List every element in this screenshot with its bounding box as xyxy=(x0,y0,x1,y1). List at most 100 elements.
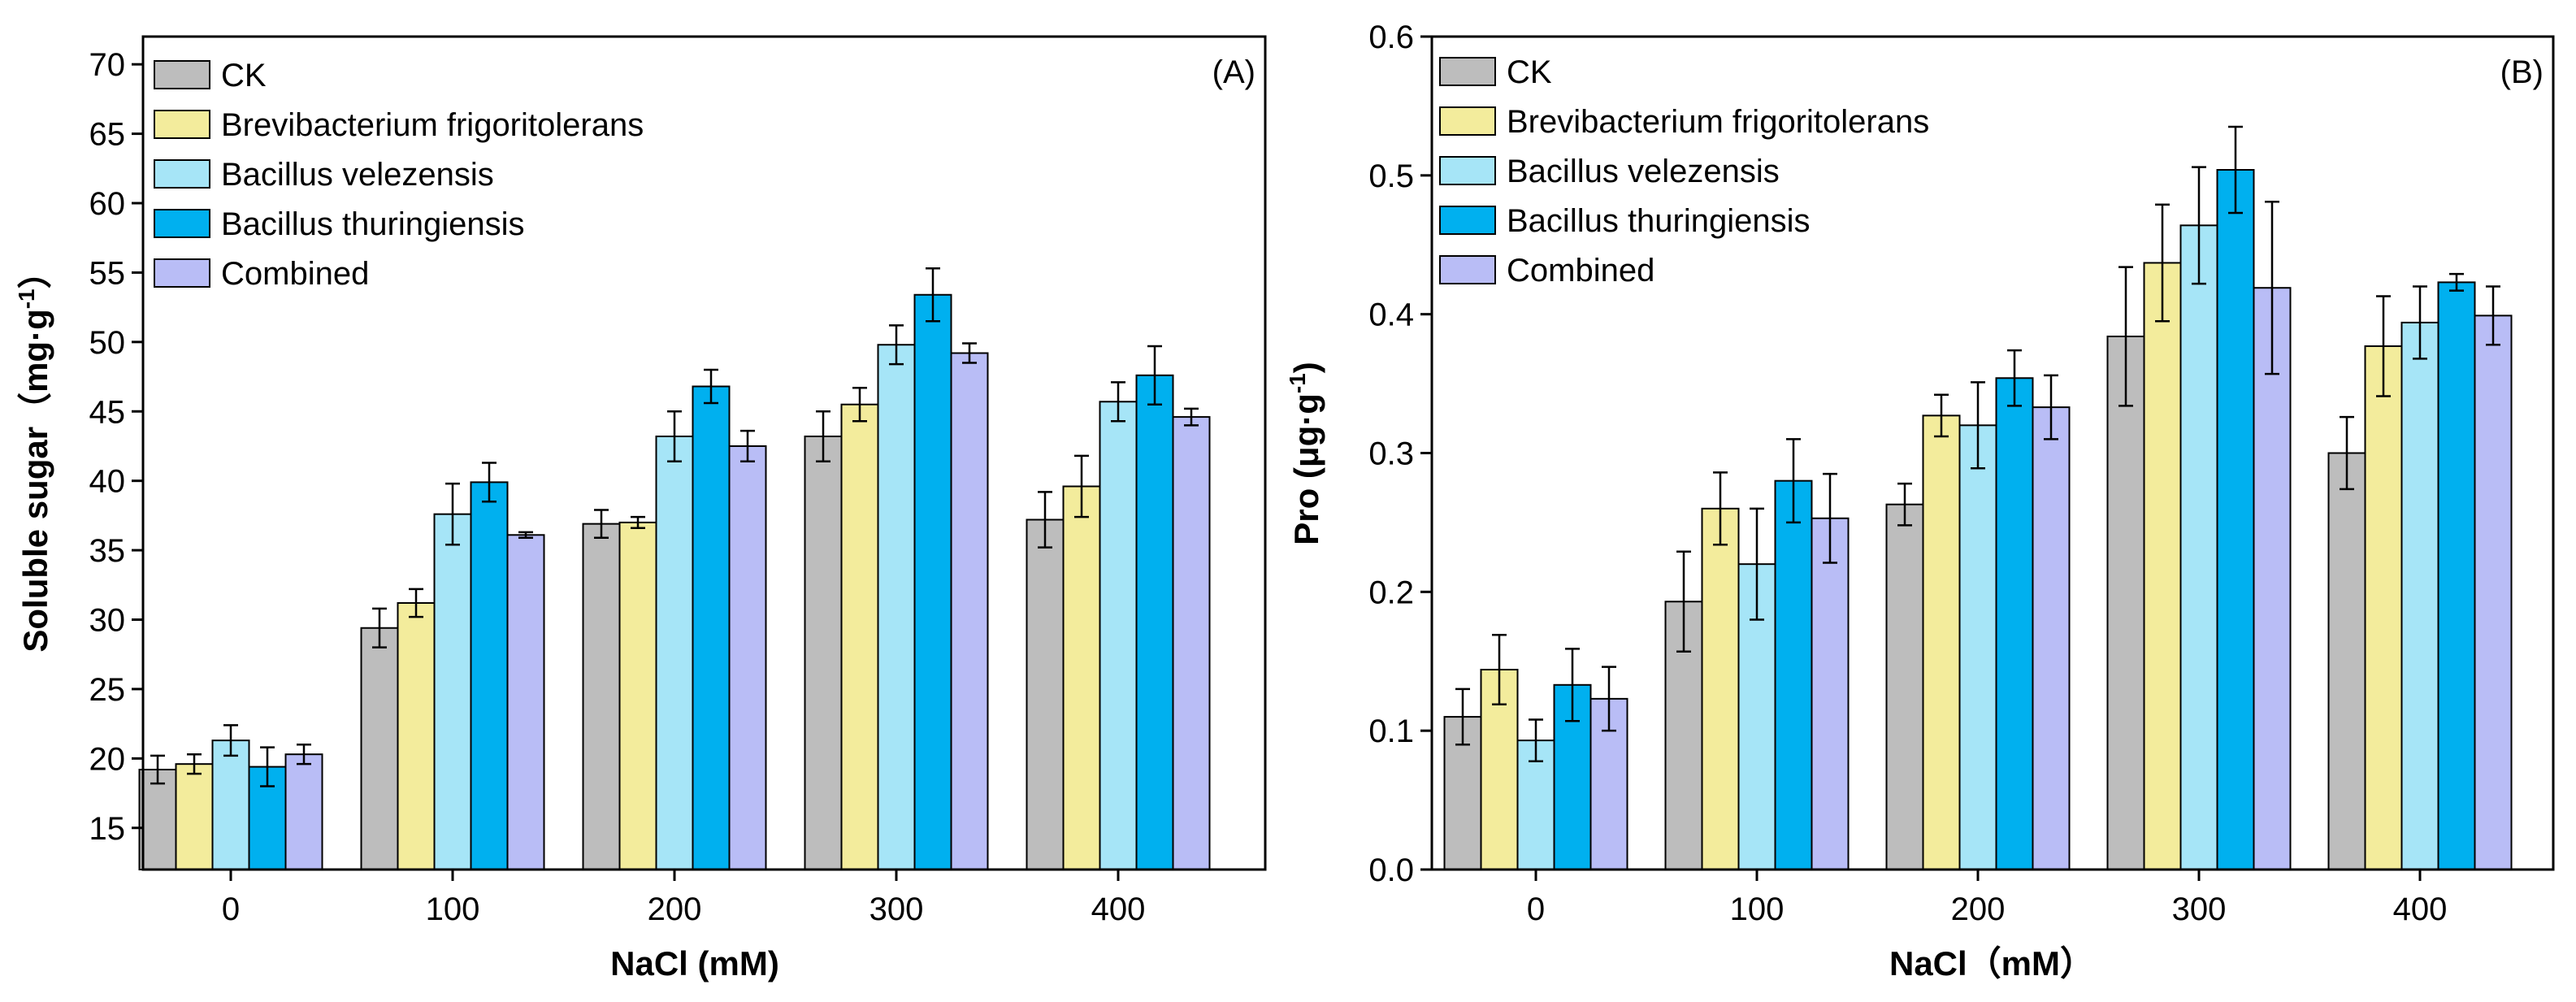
panel-a-legend-swatch-bacillus-velezensis xyxy=(154,159,210,189)
panel-a-legend-swatch-bacillus-thuringiensis xyxy=(154,209,210,238)
panel-a-bar-ck-0 xyxy=(138,769,177,870)
panel-a-x-tick-label-0: 0 xyxy=(222,891,240,927)
panel-a-y-tick-label-4: 35 xyxy=(89,533,126,569)
panel-a-x-tick-label-300: 300 xyxy=(870,891,924,927)
panel-a-y-tick-label-3: 30 xyxy=(89,603,126,639)
panel-b-bars xyxy=(1443,169,2513,871)
panel-b-bar-ck-200 xyxy=(1885,503,1924,870)
panel-a-legend-label-bacillus-velezensis: Bacillus velezensis xyxy=(221,157,494,193)
panel-b-legend-swatch-bacillus-thuringiensis xyxy=(1439,206,1496,235)
panel-b-bar-brevibacterium-frigoritolerans-200 xyxy=(1922,414,1961,870)
panel-a-legend-label-brevibacterium-frigoritolerans: Brevibacterium frigoritolerans xyxy=(221,107,644,143)
panel-a-plot-frame xyxy=(141,35,1267,871)
panel-b-legend-label-ck: CK xyxy=(1507,54,1552,90)
panel-a-bar-combined-100 xyxy=(506,534,545,871)
panel-b-bar-bacillus-thuringiensis-400 xyxy=(2437,281,2476,870)
panel-a-bar-ck-300 xyxy=(804,436,843,870)
panel-b-y-axis-title-main: Pro (μg·g xyxy=(1287,393,1325,545)
panel-a-y-tick-label-9: 60 xyxy=(89,186,126,222)
panel-a-x-ticks: 0 100 200 300 400 xyxy=(222,870,1146,927)
panel-a-y-tick-label-11: 70 xyxy=(89,47,126,83)
panel-b-legend-swatch-bacillus-velezensis xyxy=(1439,156,1496,185)
panel-a-bars xyxy=(138,293,1211,871)
panel-a-y-tick-label-6: 45 xyxy=(89,394,126,430)
panel-a-y-ticks: 15 20 25 30 35 40 45 50 55 60 65 70 xyxy=(89,47,143,847)
panel-a-y-axis-title: Soluble sugar（mg·g-1） xyxy=(14,254,54,652)
panel-b-y-tick-label-2: 0.2 xyxy=(1368,575,1414,610)
panel-b-bar-bacillus-velezensis-400 xyxy=(2400,321,2439,870)
panel-a-bar-bacillus-thuringiensis-300 xyxy=(913,293,952,870)
panel-a-legend-label-bacillus-thuringiensis: Bacillus thuringiensis xyxy=(221,206,525,242)
panel-a-bar-bacillus-velezensis-300 xyxy=(877,344,916,870)
panel-b-y-tick-label-0: 0.0 xyxy=(1368,852,1414,888)
panel-b-bar-bacillus-velezensis-200 xyxy=(1958,424,1997,870)
panel-a-bar-brevibacterium-frigoritolerans-100 xyxy=(397,602,436,870)
panel-a-bar-bacillus-thuringiensis-400 xyxy=(1135,374,1174,871)
panel-a-bar-brevibacterium-frigoritolerans-0 xyxy=(175,763,214,871)
panel-a-y-tick-label-1: 20 xyxy=(89,741,126,777)
panel-a-bar-combined-200 xyxy=(728,445,767,870)
panel-a-bar-bacillus-thuringiensis-200 xyxy=(692,385,731,870)
panel-b-error-bars xyxy=(1455,125,2500,762)
panel-b-legend-swatch-combined xyxy=(1439,255,1496,284)
panel-b-x-tick-label-0: 0 xyxy=(1527,891,1545,927)
panel-a-legend-label-combined: Combined xyxy=(221,256,369,292)
panel-b-x-tick-label-400: 400 xyxy=(2393,891,2448,927)
panel-b-y-tick-label-1: 0.1 xyxy=(1368,714,1414,749)
panel-a-error-bars xyxy=(150,267,1199,787)
panel-a-legend-swatch-brevibacterium-frigoritolerans xyxy=(154,110,210,139)
panel-a-bar-bacillus-velezensis-200 xyxy=(655,436,694,870)
panel-a-x-tick-label-200: 200 xyxy=(648,891,702,927)
panel-b-bar-combined-200 xyxy=(2032,406,2071,870)
panel-b-y-axis-title-sup: -1 xyxy=(1285,373,1310,393)
panel-b-y-tick-label-6: 0.6 xyxy=(1368,20,1414,55)
panel-b-x-tick-label-300: 300 xyxy=(2172,891,2227,927)
panel-a-y-axis-title-main: Soluble sugar（mg·g xyxy=(16,309,54,652)
panel-b-x-axis-title: NaCl（mM） xyxy=(1889,944,2094,982)
panel-b-legend-swatch-brevibacterium-frigoritolerans xyxy=(1439,106,1496,136)
panel-b-bar-brevibacterium-frigoritolerans-300 xyxy=(2143,262,2182,871)
panel-b-bar-bacillus-thuringiensis-300 xyxy=(2216,169,2255,870)
panel-b: 0.00.10.20.30.40.50.6 0 100 200 300 400 (B) … xyxy=(1285,20,2555,982)
panel-a-y-tick-label-2: 25 xyxy=(89,672,126,708)
panel-a-y-tick-label-8: 55 xyxy=(89,255,126,291)
panel-a-y-tick-label-10: 65 xyxy=(89,117,126,153)
panel-a-bar-bacillus-thuringiensis-100 xyxy=(470,481,509,870)
panel-a-bar-ck-200 xyxy=(582,523,621,870)
panel-a-x-tick-label-100: 100 xyxy=(426,891,480,927)
panel-a-label: (A) xyxy=(1212,54,1255,90)
panel-a-bar-combined-0 xyxy=(284,753,323,870)
panel-a-y-axis-title-sup: -1 xyxy=(14,288,39,309)
panel-b-x-ticks: 0 100 200 300 400 xyxy=(1527,870,2448,927)
panel-b-label: (B) xyxy=(2500,54,2543,90)
panel-b-x-tick-label-200: 200 xyxy=(1951,891,2006,927)
panel-a-bar-ck-400 xyxy=(1026,518,1065,870)
panel-b-bar-combined-100 xyxy=(1811,517,1850,871)
panel-a-bar-bacillus-velezensis-100 xyxy=(433,513,472,871)
panel-b-legend-swatch-ck xyxy=(1439,57,1496,86)
panel-a: 15 20 25 30 35 40 45 50 55 60 65 70 0 100 200 300 400 (… xyxy=(14,35,1267,982)
panel-a-legend-swatch-ck xyxy=(154,60,210,89)
panel-b-y-ticks: 0.0 0.1 0.2 0.3 0.4 0.5 0.6 xyxy=(1368,20,1432,888)
panel-b-bar-bacillus-thuringiensis-200 xyxy=(1995,377,2034,870)
panel-a-y-tick-label-7: 50 xyxy=(89,325,126,361)
panel-b-y-axis-title: Pro (μg·g-1) xyxy=(1285,362,1325,545)
panel-b-legend-label-bacillus-thuringiensis: Bacillus thuringiensis xyxy=(1507,203,1811,239)
panel-a-x-tick-label-400: 400 xyxy=(1091,891,1146,927)
panel-a-y-tick-label-5: 40 xyxy=(89,464,126,500)
panel-b-bar-combined-400 xyxy=(2474,314,2513,870)
panel-b-bar-ck-400 xyxy=(2327,452,2366,870)
panel-b-legend-label-combined: Combined xyxy=(1507,253,1654,288)
panel-b-y-tick-label-5: 0.5 xyxy=(1368,158,1414,194)
panel-a-legend-swatch-combined xyxy=(154,258,210,288)
panel-a-bar-brevibacterium-frigoritolerans-400 xyxy=(1062,485,1101,870)
panel-a-bar-combined-400 xyxy=(1172,416,1211,870)
panel-b-y-tick-label-3: 0.3 xyxy=(1368,436,1414,472)
panel-b-y-tick-label-4: 0.4 xyxy=(1368,297,1414,333)
panel-b-bar-combined-300 xyxy=(2253,287,2292,871)
panel-b-legend-label-brevibacterium-frigoritolerans: Brevibacterium frigoritolerans xyxy=(1507,104,1929,140)
panel-b-legend: CK Brevibacterium frigoritolerans Bacillus… xyxy=(1439,54,1929,288)
panel-a-bar-bacillus-velezensis-0 xyxy=(211,740,250,870)
panel-a-x-axis-title: NaCl (mM) xyxy=(610,944,779,982)
